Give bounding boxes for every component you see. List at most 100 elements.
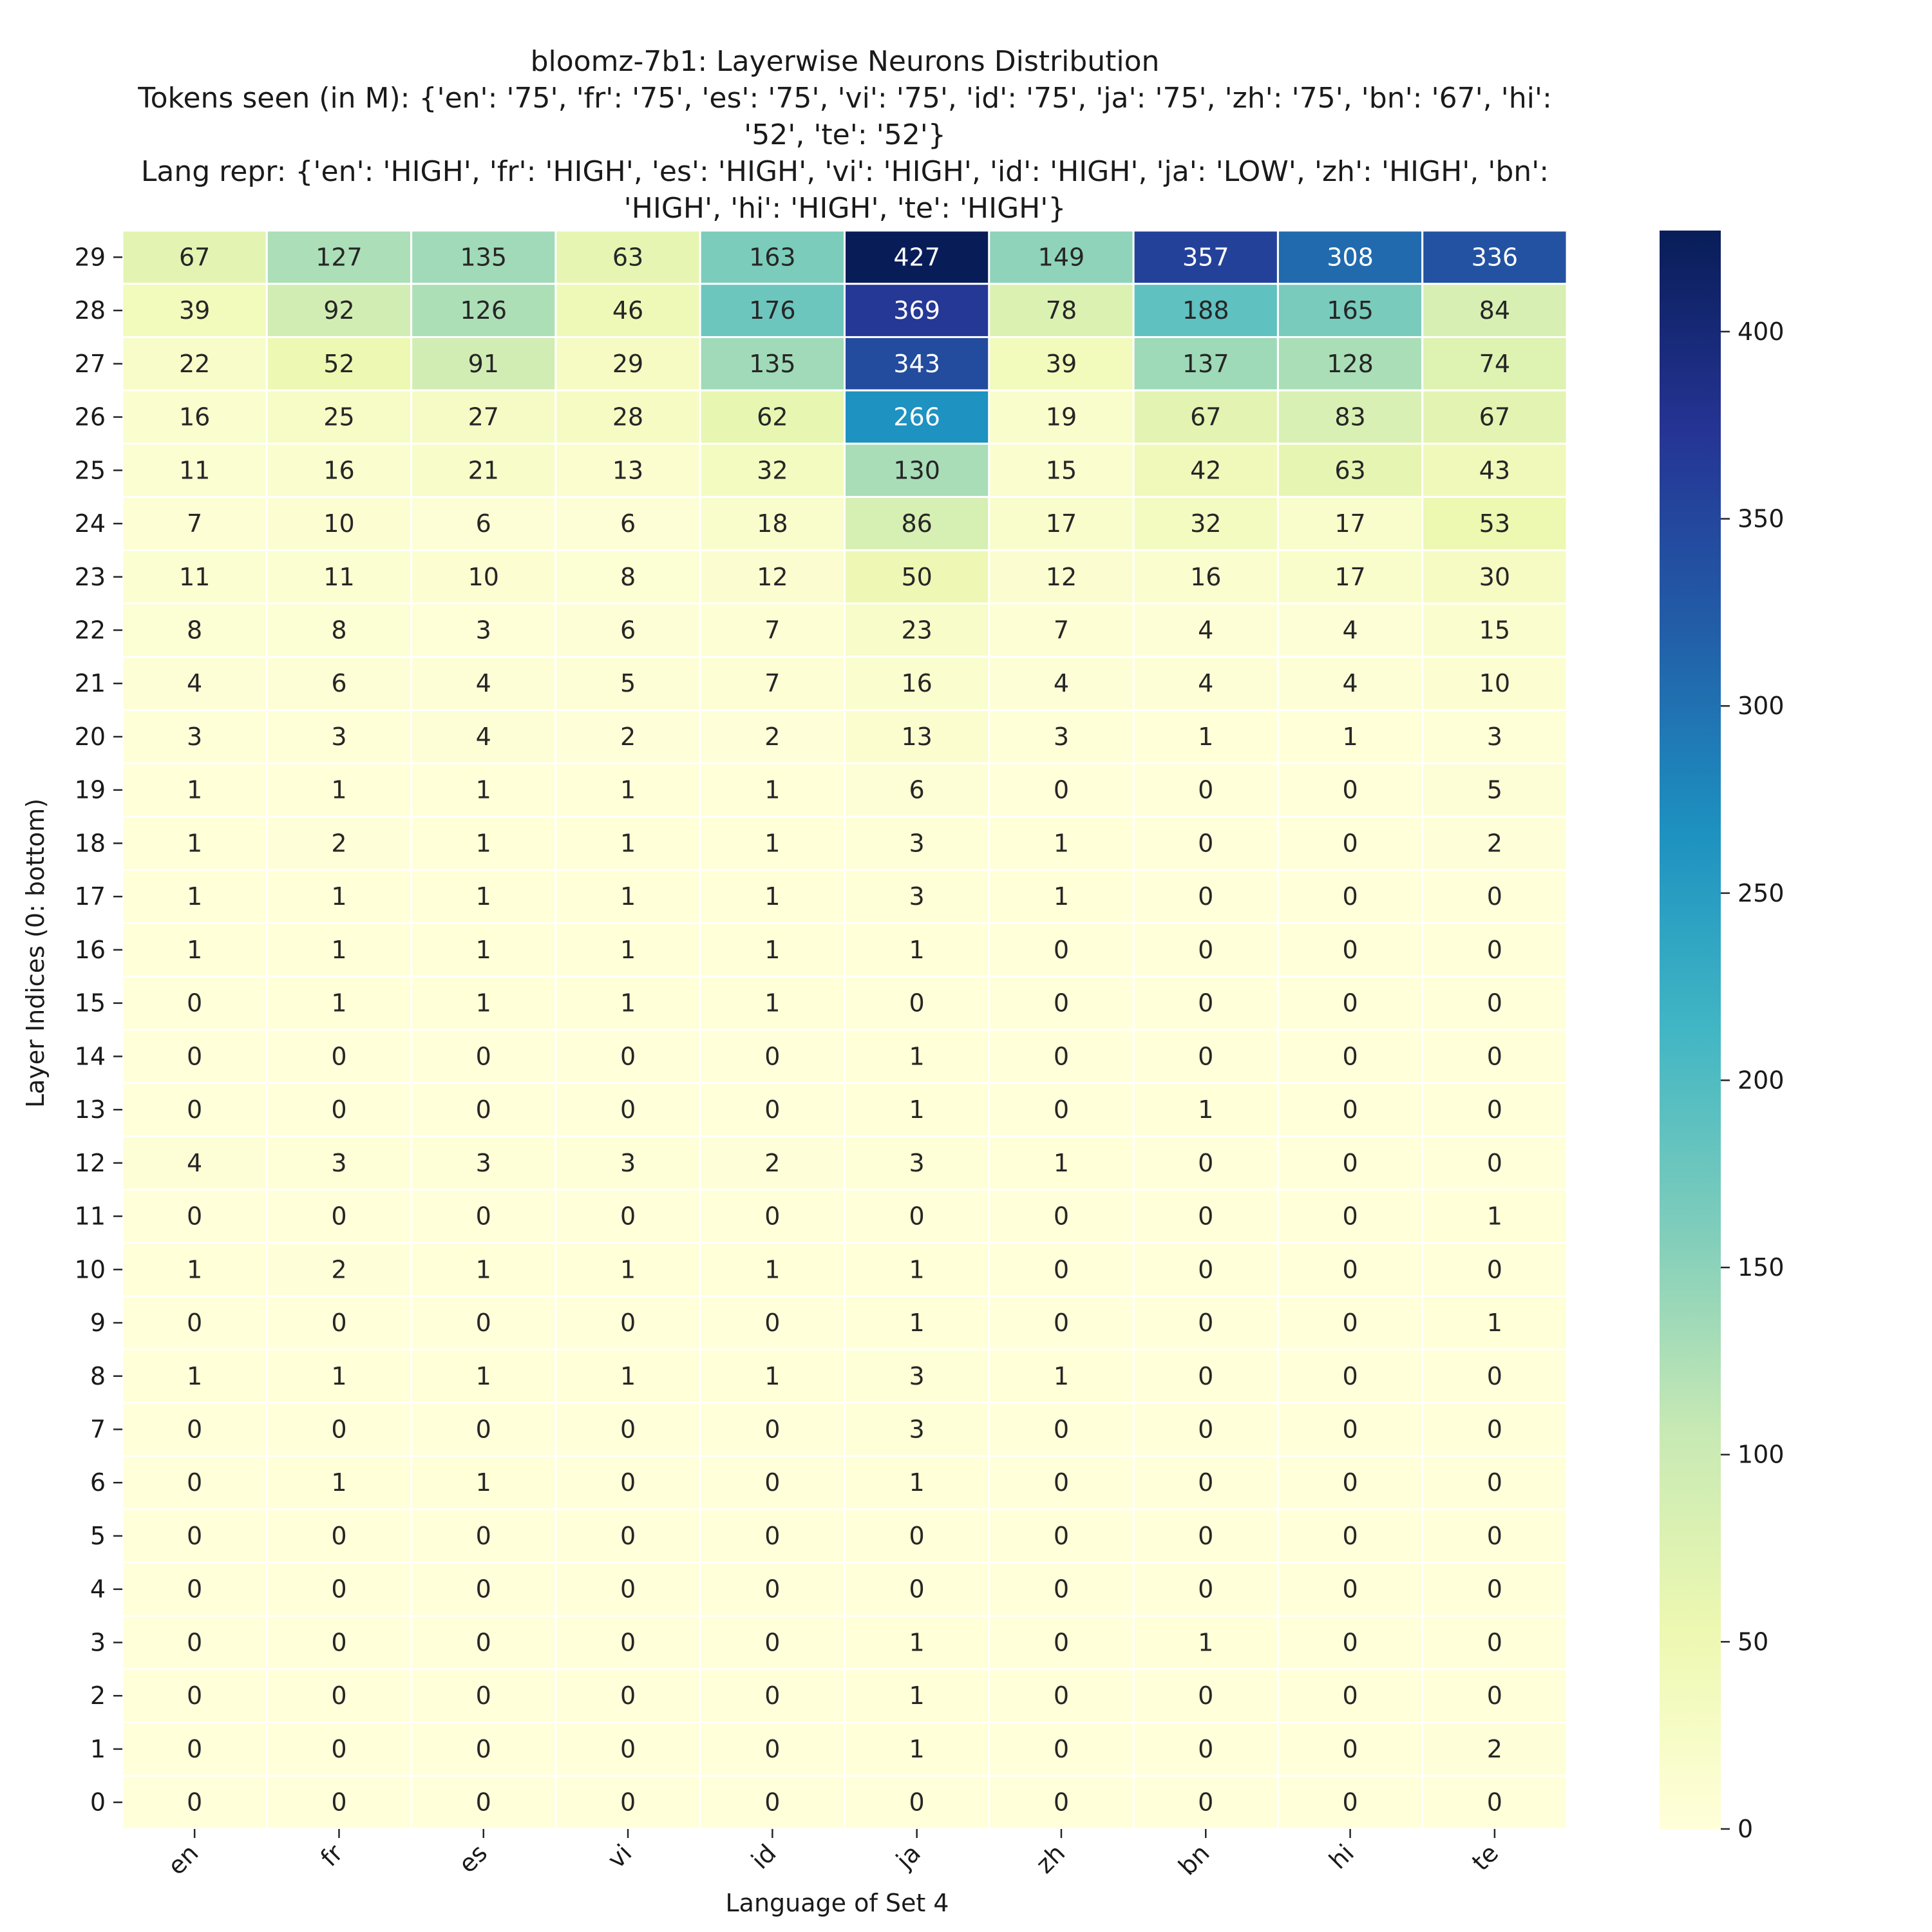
cell-value-label: 3 <box>1487 723 1502 751</box>
cell-value-label: 67 <box>1190 403 1221 431</box>
cell-value-label: 25 <box>323 403 354 431</box>
cell-value-label: 6 <box>476 509 491 538</box>
heatmap-cell <box>1276 1774 1424 1830</box>
heatmap-cell <box>844 1348 990 1404</box>
cell-value-label: 0 <box>1054 1095 1069 1124</box>
cell-value-label: 0 <box>1054 1735 1069 1763</box>
heatmap-cell <box>1276 1615 1424 1671</box>
heatmap-cell <box>1132 1348 1279 1404</box>
cell-value-label: 3 <box>331 723 346 751</box>
cell-value-label: 0 <box>187 1522 202 1550</box>
cell-value-label: 8 <box>331 616 346 645</box>
cell-value-label: 163 <box>749 243 796 271</box>
cell-value-label: 6 <box>620 616 636 645</box>
cell-value-label: 1 <box>764 1255 780 1283</box>
cell-value-label: 0 <box>620 1202 636 1231</box>
heatmap-cell <box>121 1242 268 1298</box>
cell-value-label: 0 <box>909 989 925 1018</box>
cell-value-label: 0 <box>1342 1522 1358 1550</box>
cell-value-label: 1 <box>187 936 202 964</box>
cell-value-label: 0 <box>187 989 202 1018</box>
cell-value-label: 1 <box>764 936 780 964</box>
heatmap-cell <box>988 389 1135 445</box>
cell-value-label: 0 <box>1342 1202 1358 1231</box>
cell-value-label: 0 <box>1342 1681 1358 1710</box>
heatmap-cell <box>554 1615 701 1671</box>
heatmap-cell <box>1421 815 1568 871</box>
heatmap-cell <box>121 709 268 764</box>
heatmap-cell <box>699 1028 846 1084</box>
cell-value-label: 0 <box>1054 1416 1069 1444</box>
x-tick-label: es <box>453 1839 493 1879</box>
heatmap-cell <box>1421 229 1568 285</box>
cell-value-label: 2 <box>1487 829 1502 857</box>
heatmap-cell <box>844 1135 990 1191</box>
cell-value-label: 3 <box>476 616 491 645</box>
heatmap-cell <box>699 1721 846 1777</box>
cell-value-label: 0 <box>1054 1788 1069 1817</box>
heatmap-cell <box>1132 1668 1279 1724</box>
heatmap-cell <box>410 656 557 712</box>
cell-value-label: 1 <box>1487 1202 1502 1231</box>
cell-value-label: 67 <box>1479 403 1510 431</box>
cell-value-label: 17 <box>1046 509 1077 538</box>
cell-value-label: 0 <box>764 1522 780 1550</box>
title-line: Lang repr: {'en': 'HIGH', 'fr': 'HIGH', … <box>141 155 1549 188</box>
cell-value-label: 1 <box>909 1255 925 1283</box>
cell-value-label: 0 <box>331 1522 346 1550</box>
colorbar-tick-label: 300 <box>1738 692 1785 720</box>
cell-value-label: 1 <box>1198 723 1213 751</box>
heatmap-cell <box>1421 1135 1568 1191</box>
cell-value-label: 130 <box>893 456 940 484</box>
cell-value-label: 86 <box>901 509 932 538</box>
y-tick-label: 16 <box>75 936 106 964</box>
heatmap-cell <box>988 602 1135 658</box>
cell-value-label: 0 <box>331 1042 346 1070</box>
heatmap-cell <box>265 1188 413 1244</box>
heatmap-cell <box>844 1615 990 1671</box>
colorbar-tick-label: 150 <box>1738 1253 1785 1282</box>
cell-value-label: 1 <box>1198 1628 1213 1656</box>
cell-value-label: 0 <box>1198 1522 1213 1550</box>
cell-value-label: 7 <box>764 669 780 697</box>
cell-value-label: 0 <box>1198 776 1213 804</box>
heatmap-cell <box>988 1242 1135 1298</box>
cell-value-label: 3 <box>620 1149 636 1177</box>
cell-value-label: 1 <box>909 1735 925 1763</box>
cell-value-label: 8 <box>620 563 636 591</box>
heatmap-cell <box>410 1615 557 1671</box>
heatmap-cell <box>1421 389 1568 445</box>
y-tick-label: 23 <box>75 563 106 591</box>
cell-value-label: 0 <box>476 1522 491 1550</box>
cell-value-label: 149 <box>1038 243 1085 271</box>
cell-value-label: 0 <box>476 1309 491 1337</box>
cell-value-label: 0 <box>764 1788 780 1817</box>
cell-value-label: 4 <box>1198 616 1213 645</box>
y-tick-label: 17 <box>75 882 106 911</box>
heatmap-cell <box>554 1455 701 1511</box>
cell-value-label: 0 <box>187 1042 202 1070</box>
cell-value-label: 0 <box>764 1309 780 1337</box>
heatmap-cell <box>1132 656 1279 712</box>
y-tick-label: 12 <box>75 1149 106 1177</box>
y-tick-label: 4 <box>90 1575 106 1604</box>
cell-value-label: 0 <box>1487 1628 1502 1656</box>
cell-value-label: 16 <box>1190 563 1221 591</box>
cell-value-label: 43 <box>1479 456 1510 484</box>
heatmap-cell <box>554 283 701 338</box>
cell-value-label: 0 <box>476 1628 491 1656</box>
cell-value-label: 1 <box>764 882 780 911</box>
cell-value-label: 3 <box>909 829 925 857</box>
heatmap-cell <box>1276 1135 1424 1191</box>
cell-value-label: 13 <box>901 723 932 751</box>
y-tick-label: 13 <box>75 1095 106 1124</box>
cell-value-label: 78 <box>1046 296 1077 325</box>
heatmap-cell <box>1276 1561 1424 1617</box>
cell-value-label: 0 <box>620 1628 636 1656</box>
colorbar-tick-label: 250 <box>1738 879 1785 907</box>
cell-value-label: 0 <box>620 1309 636 1337</box>
colorbar-tick-label: 400 <box>1738 317 1785 346</box>
heatmap-cell <box>265 229 413 285</box>
cell-value-label: 1 <box>476 829 491 857</box>
